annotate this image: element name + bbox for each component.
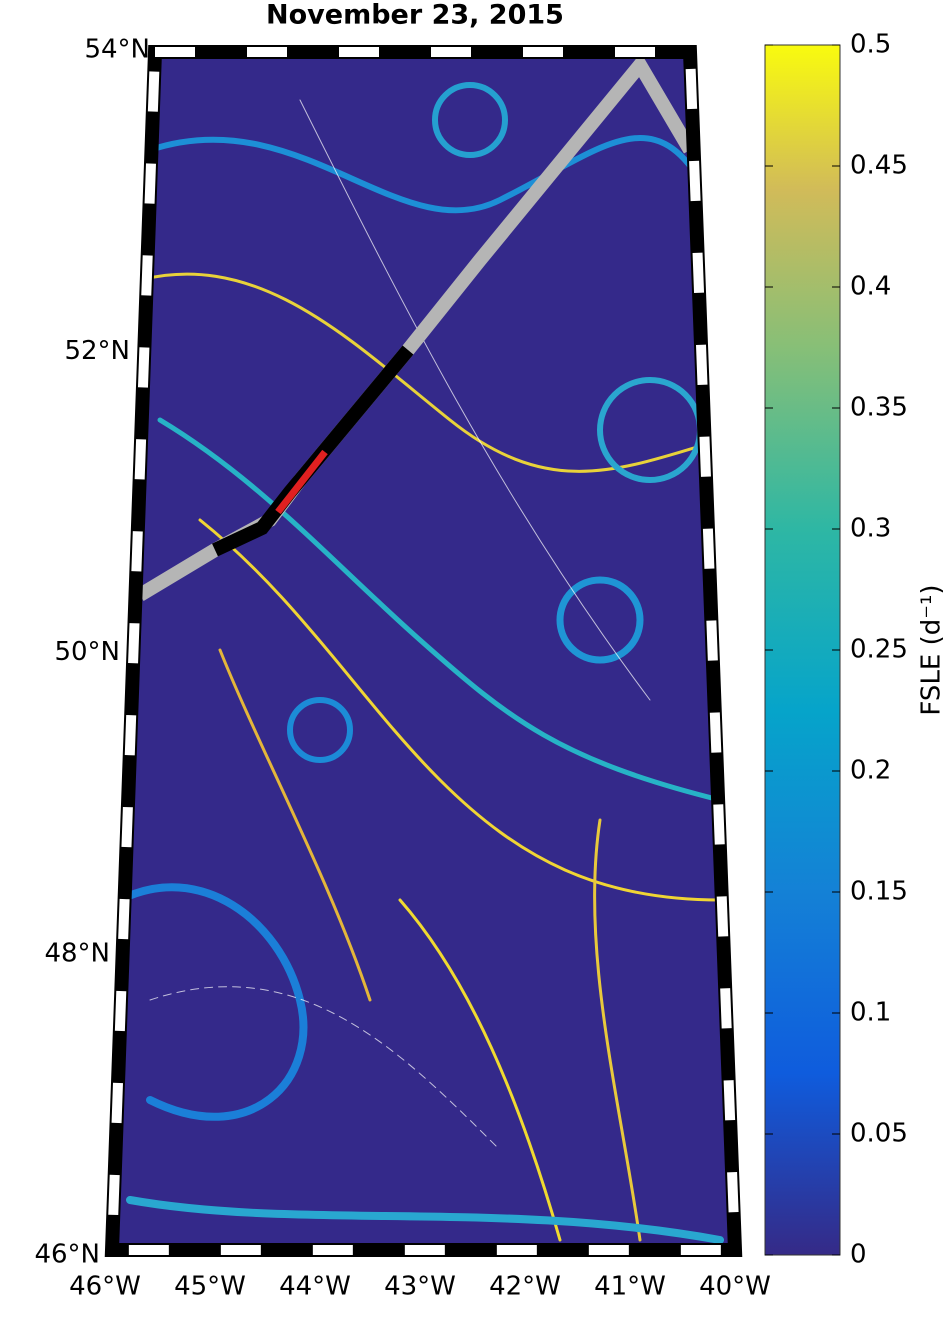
lon-label: 46°W [69,1272,141,1302]
map-field [112,52,735,1250]
flow-filaments [116,82,724,1244]
colorbar-tick-label: 0.3 [850,514,891,544]
lat-label: 52°N [64,336,130,366]
lon-label: 41°W [594,1272,666,1302]
lon-label: 42°W [489,1272,561,1302]
map-frame [104,45,743,1257]
lon-label: 45°W [174,1272,246,1302]
lon-label: 40°W [699,1272,771,1302]
colorbar-tick-label: 0.35 [850,393,908,423]
lat-label: 46°N [34,1240,100,1270]
lat-label: 48°N [44,938,110,968]
lat-label: 54°N [84,35,150,65]
colorbar-tick-label: 0.5 [850,30,891,60]
title: November 23, 2015 [266,0,564,31]
colorbar-tick-label: 0.2 [850,756,891,786]
map-background [112,52,735,1250]
colorbar-tick-label: 0.4 [850,272,891,302]
colorbar [764,44,841,1256]
colorbar-tick-label: 0.45 [850,151,908,181]
colorbar-tick-label: 0.1 [850,998,891,1028]
lon-label: 44°W [279,1272,351,1302]
colorbar-label: FSLE (d⁻¹) [917,584,947,715]
colorbar-tick-label: 0.05 [850,1119,908,1149]
red-segment [275,449,328,515]
colorbar-tick-label: 0.25 [850,635,908,665]
colorbar-tick-label: 0 [850,1240,867,1270]
lon-label: 43°W [384,1272,456,1302]
lat-label: 50°N [54,637,120,667]
colorbar-tick-label: 0.15 [850,877,908,907]
